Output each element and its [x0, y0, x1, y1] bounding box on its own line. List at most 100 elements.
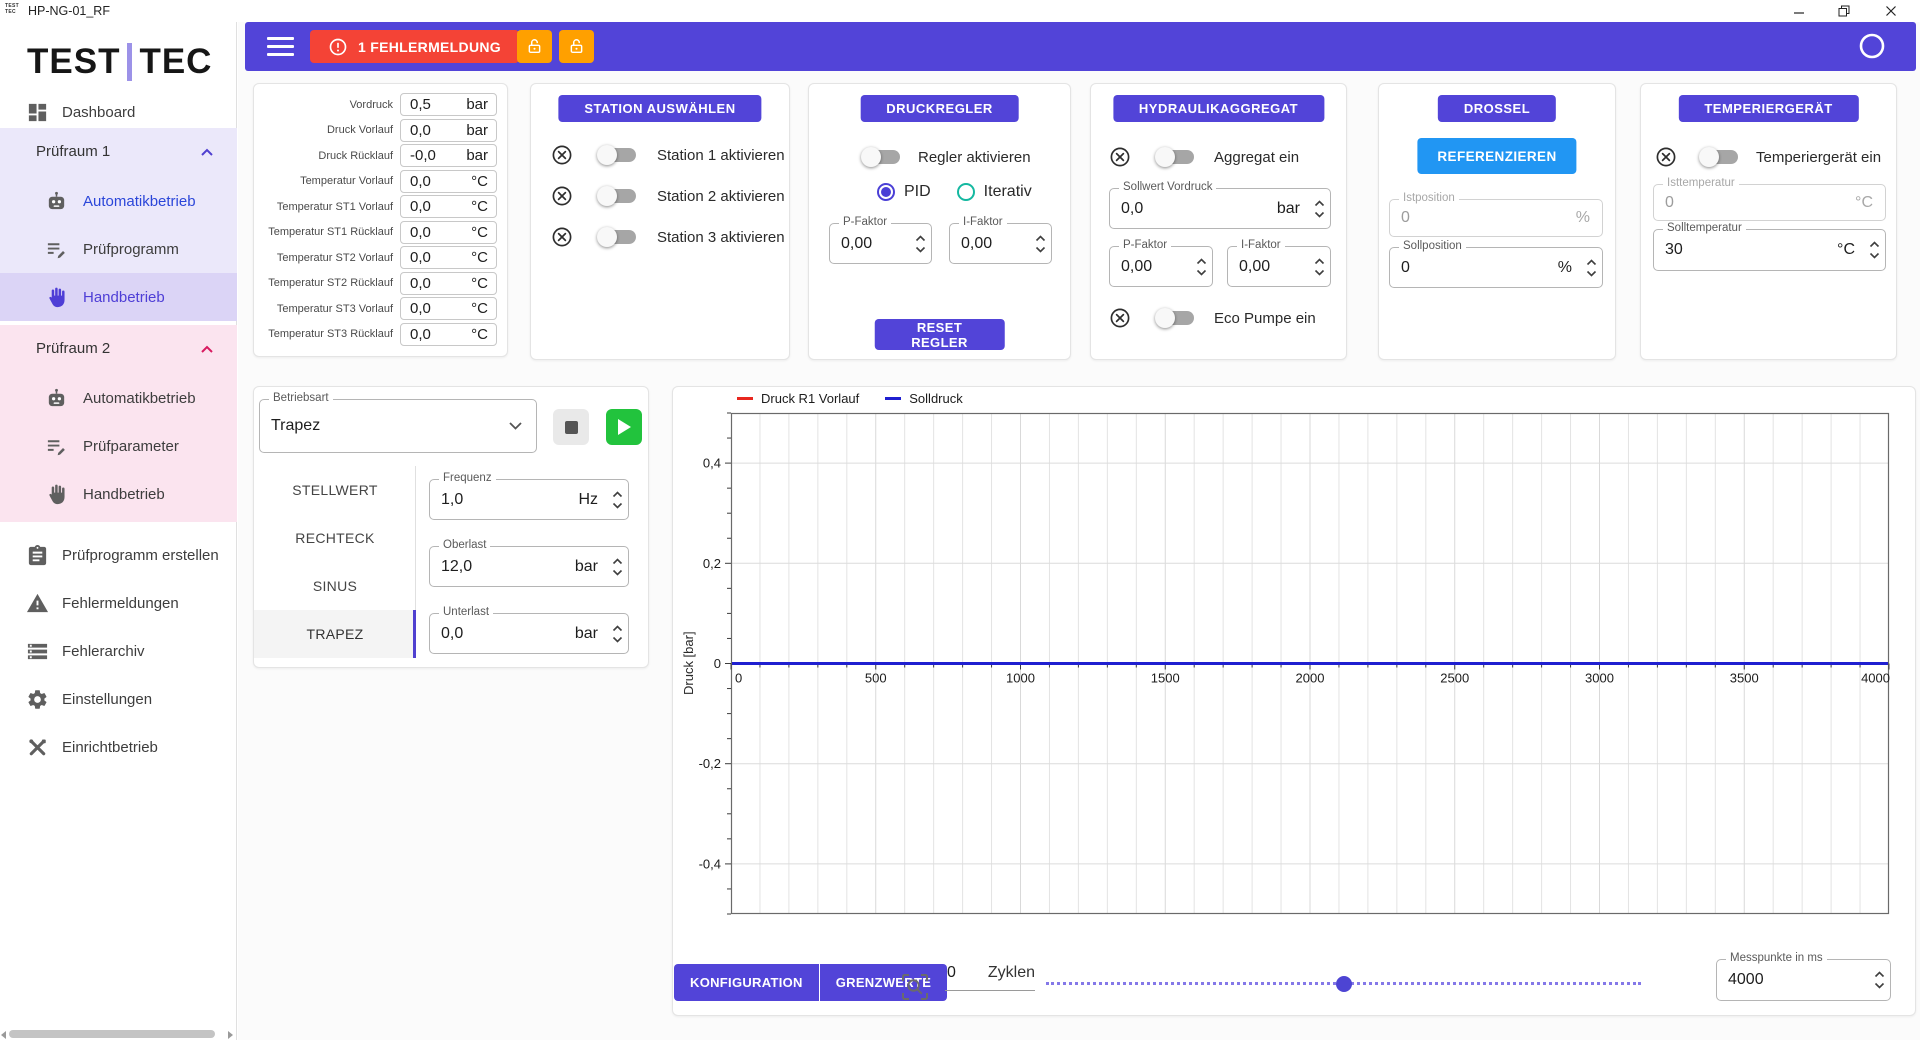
sidebar: TEST TEC Dashboard Prüfraum 1 Automatikb…	[0, 22, 237, 1040]
spinner-buttons[interactable]	[1874, 971, 1885, 989]
tab-rechteck[interactable]: RECHTECK	[295, 530, 375, 546]
spinner-buttons[interactable]	[612, 557, 623, 576]
group-header-pruefraum-1[interactable]: Prüfraum 1	[36, 143, 111, 160]
aggregat-toggle[interactable]	[1155, 147, 1194, 167]
frequenz-field[interactable]: Frequenz 1,0 Hz	[429, 472, 629, 520]
reading-value-box: 0,0 °C	[400, 246, 497, 269]
messpunkte-field[interactable]: Messpunkte in ms 4000	[1716, 952, 1891, 1001]
sidebar-item-label: Fehlermeldungen	[62, 594, 179, 612]
sollposition-field[interactable]: Sollposition 0 %	[1389, 240, 1603, 288]
temperier-toggle[interactable]	[1699, 147, 1738, 167]
spinner-buttons[interactable]	[1586, 258, 1597, 277]
spinner-buttons[interactable]	[612, 624, 623, 643]
minimize-button[interactable]	[1786, 2, 1812, 20]
reset-regler-button[interactable]: RESET REGLER	[874, 319, 1005, 350]
waveform-tab-list: STELLWERT RECHTECK SINUS TRAPEZ	[254, 466, 416, 658]
station-1-toggle[interactable]	[597, 145, 636, 165]
stop-icon	[564, 420, 578, 434]
station-3-toggle[interactable]	[597, 227, 636, 247]
reading-value-box: 0,5 bar	[400, 93, 497, 116]
oberlast-field[interactable]: Oberlast 12,0 bar	[429, 539, 629, 587]
sidebar-item-pruefparameter[interactable]: Prüfparameter	[45, 422, 282, 470]
reading-value-box: 0,0 °C	[400, 169, 497, 193]
stop-button[interactable]	[553, 409, 589, 445]
window-title: HP-NG-01_RF	[28, 4, 110, 18]
p-faktor-field[interactable]: P-Faktor 0,00	[829, 216, 932, 264]
reading-unit: °C	[471, 172, 488, 190]
field-value: 0,00	[961, 234, 993, 252]
restore-button[interactable]	[1831, 2, 1857, 20]
sidebar-item-pruefprogramm-erstellen[interactable]: Prüfprogramm erstellen	[26, 533, 262, 577]
station-row: Station 2 aktivieren	[551, 183, 785, 209]
svg-text:500: 500	[865, 671, 887, 686]
readings-card: Vordruck 0,5 bar Druck Vorlauf 0,0 bar Druck R…	[253, 83, 508, 357]
lock-button-1[interactable]	[517, 30, 552, 63]
field-unit: bar	[574, 624, 598, 642]
sidebar-item-pruefprogramm[interactable]: Prüfprogramm	[45, 225, 282, 273]
scroll-right-arrow[interactable]	[228, 1031, 233, 1039]
regler-toggle[interactable]	[861, 147, 900, 167]
sidebar-item-automatikbetrieb-2[interactable]: Automatikbetrieb	[45, 374, 282, 422]
sidebar-item-dashboard[interactable]: Dashboard	[26, 97, 262, 127]
grenzwerte-button[interactable]: GRENZWERTE	[819, 964, 948, 1001]
crossed-tools-icon	[29, 738, 46, 755]
tab-trapez[interactable]: TRAPEZ	[254, 610, 416, 658]
sidebar-item-einrichtbetrieb[interactable]: Einrichtbetrieb	[26, 725, 262, 769]
playlist-edit-icon	[47, 242, 65, 258]
p-faktor-field[interactable]: P-Faktor 0,00	[1109, 239, 1213, 287]
sidebar-item-fehlermeldungen[interactable]: Fehlermeldungen	[26, 581, 262, 625]
field-unit: %	[1575, 209, 1590, 226]
sidebar-item-automatikbetrieb-1[interactable]: Automatikbetrieb	[45, 177, 282, 225]
chevron-up-icon[interactable]	[201, 345, 213, 353]
radio-iterativ[interactable]	[956, 183, 975, 201]
zyklen-field[interactable]: 0 Zyklen	[945, 959, 1035, 991]
close-icon	[1886, 6, 1896, 16]
history-slider-track[interactable]	[1046, 976, 1641, 992]
eco-pumpe-toggle[interactable]	[1155, 308, 1194, 328]
i-faktor-field[interactable]: I-Faktor 0,00	[1227, 239, 1331, 287]
sidebar-item-fehlerarchiv[interactable]: Fehlerarchiv	[26, 629, 262, 673]
unterlast-field[interactable]: Unterlast 0,0 bar	[429, 606, 629, 654]
referenzieren-button[interactable]: REFERENZIEREN	[1417, 138, 1577, 174]
konfiguration-button[interactable]: KONFIGURATION	[674, 964, 819, 1001]
scrollbar-thumb[interactable]	[9, 1030, 215, 1038]
sidebar-item-handbetrieb-2[interactable]: Handbetrieb	[45, 470, 282, 518]
reading-value-box: 0,0 °C	[400, 297, 497, 320]
sidebar-item-label: Automatikbetrieb	[83, 192, 196, 210]
spinner-buttons[interactable]	[915, 234, 926, 253]
zyklen-label: Zyklen	[987, 964, 1035, 981]
scroll-left-arrow[interactable]	[1, 1031, 6, 1039]
spinner-buttons[interactable]	[1035, 234, 1046, 253]
betriebsart-select[interactable]: Betriebsart Trapez	[259, 392, 537, 453]
field-unit: bar	[574, 557, 598, 575]
spinner-buttons[interactable]	[1314, 199, 1325, 218]
group-header-pruefraum-2[interactable]: Prüfraum 2	[36, 340, 111, 357]
cancel-circle-icon	[1109, 307, 1131, 329]
close-button[interactable]	[1878, 2, 1904, 20]
station-2-toggle[interactable]	[597, 186, 636, 206]
svg-text:2500: 2500	[1440, 671, 1469, 686]
sidebar-item-handbetrieb-1[interactable]: Handbetrieb	[45, 273, 282, 321]
reading-value-box: 0,0 °C	[400, 322, 497, 346]
reading-value: 0,0	[410, 198, 431, 215]
lock-button-2[interactable]	[559, 30, 594, 63]
spinner-buttons[interactable]	[612, 490, 623, 509]
spinner-buttons[interactable]	[1869, 241, 1880, 259]
sidebar-item-label: Automatikbetrieb	[83, 389, 196, 407]
tab-sinus[interactable]: SINUS	[312, 578, 358, 594]
radio-pid[interactable]	[877, 183, 895, 201]
menu-button[interactable]	[267, 37, 294, 56]
play-button[interactable]	[606, 409, 642, 445]
tab-stellwert[interactable]: STELLWERT	[292, 482, 378, 498]
solltemperatur-field[interactable]: Solltemperatur 30 °C	[1653, 222, 1886, 271]
sollwert-vordruck-field[interactable]: Sollwert Vordruck 0,0 bar	[1109, 181, 1331, 229]
spinner-buttons[interactable]	[1314, 257, 1325, 276]
chevron-up-icon[interactable]	[201, 148, 213, 156]
spinner-buttons[interactable]	[1196, 257, 1207, 276]
sidebar-item-einstellungen[interactable]: Einstellungen	[26, 677, 262, 721]
error-message-button[interactable]: 1 FEHLERMELDUNG	[310, 30, 519, 63]
i-faktor-field[interactable]: I-Faktor 0,00	[949, 216, 1052, 264]
zoom-reset-button[interactable]	[901, 973, 929, 1006]
slider-handle[interactable]	[1336, 976, 1352, 992]
